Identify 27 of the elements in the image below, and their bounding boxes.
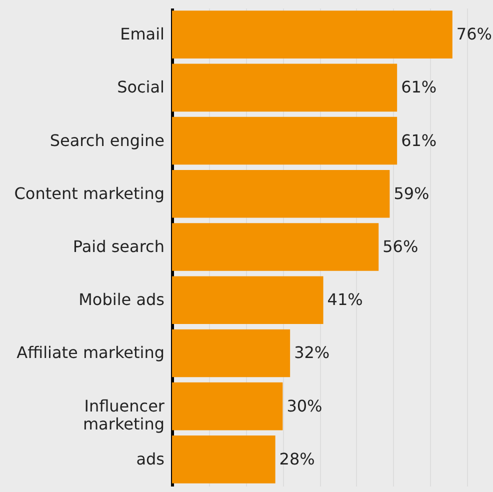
bar xyxy=(172,10,452,58)
bar xyxy=(172,436,276,484)
bar xyxy=(172,116,398,165)
data-label: 61% xyxy=(401,78,437,97)
bar xyxy=(172,223,379,271)
y-tick-label: Email xyxy=(120,24,164,44)
y-tick-label: ads xyxy=(136,449,164,468)
data-label: 76% xyxy=(456,24,492,44)
y-tick-label: Mobile ads xyxy=(78,290,164,310)
bar xyxy=(172,329,290,378)
data-label: 41% xyxy=(327,290,363,310)
data-label: 61% xyxy=(401,130,437,150)
y-tick-label: Paid search xyxy=(72,237,164,256)
data-label: 56% xyxy=(382,237,418,256)
bar xyxy=(172,64,398,112)
y-tick-label: Social xyxy=(117,78,164,97)
data-label: 28% xyxy=(279,449,315,468)
data-label: 59% xyxy=(394,184,430,203)
data-label: 32% xyxy=(294,343,330,362)
data-label: 30% xyxy=(286,396,322,416)
y-tick-label: Content marketing xyxy=(14,184,164,203)
bar xyxy=(172,276,324,324)
y-tick-label: Affiliate marketing xyxy=(16,343,164,362)
bar xyxy=(172,170,390,218)
bar xyxy=(172,382,283,430)
y-tick-label: Influencer marketing xyxy=(82,396,165,434)
y-tick-label: Search engine xyxy=(50,130,164,150)
